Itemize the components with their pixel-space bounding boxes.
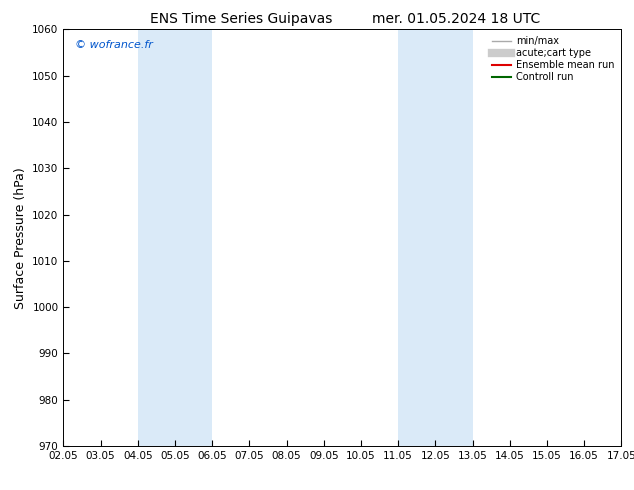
Bar (398, 29, 472, 446)
Y-axis label: Surface Pressure (hPa): Surface Pressure (hPa) (14, 167, 27, 309)
Text: mer. 01.05.2024 18 UTC: mer. 01.05.2024 18 UTC (372, 12, 541, 26)
Bar (138, 29, 212, 446)
Legend: min/max, acute;cart type, Ensemble mean run, Controll run: min/max, acute;cart type, Ensemble mean … (489, 34, 616, 84)
Text: ENS Time Series Guipavas: ENS Time Series Guipavas (150, 12, 332, 26)
Text: © wofrance.fr: © wofrance.fr (75, 40, 152, 50)
